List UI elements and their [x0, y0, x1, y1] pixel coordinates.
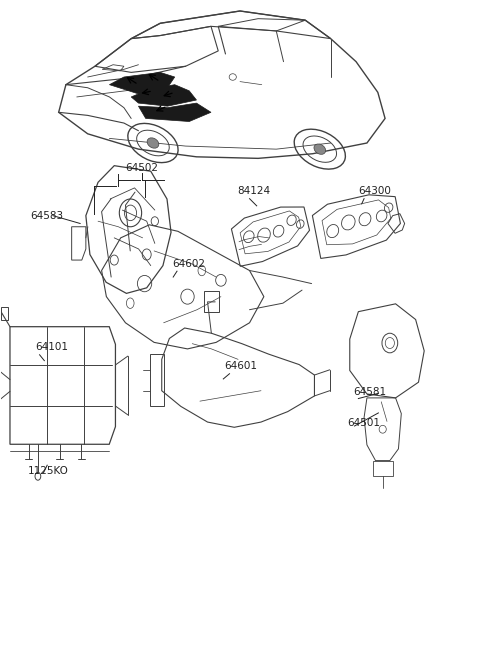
Text: 64602: 64602: [172, 259, 205, 269]
Text: 1125KO: 1125KO: [28, 466, 69, 476]
Ellipse shape: [314, 144, 325, 154]
Text: 84124: 84124: [237, 186, 270, 196]
Text: 64501: 64501: [348, 418, 380, 428]
Text: 64581: 64581: [354, 386, 387, 397]
Text: 64601: 64601: [225, 361, 258, 371]
Polygon shape: [109, 72, 175, 94]
Polygon shape: [131, 85, 196, 106]
Text: 64502: 64502: [126, 163, 159, 173]
Text: 64101: 64101: [35, 342, 68, 352]
Text: 64300: 64300: [359, 186, 391, 196]
Ellipse shape: [147, 138, 159, 148]
Text: 64583: 64583: [30, 211, 63, 220]
Polygon shape: [138, 103, 211, 121]
